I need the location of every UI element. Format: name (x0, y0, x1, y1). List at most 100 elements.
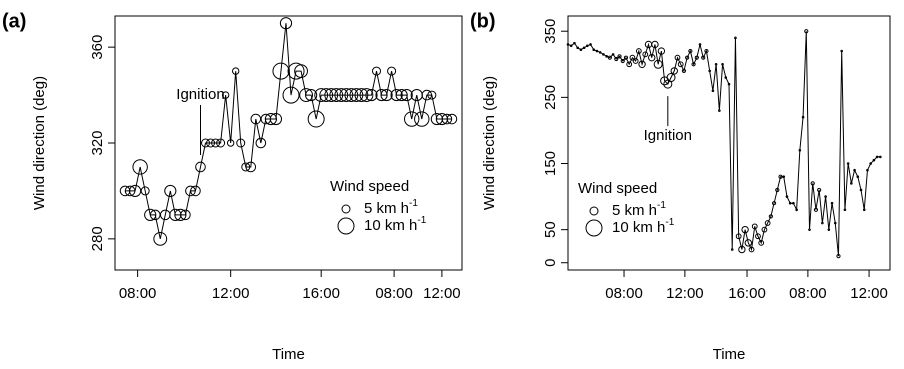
wind-bubble (614, 56, 619, 62)
wind-bubble (294, 64, 308, 79)
wind-bubble (144, 208, 157, 221)
wind-bubble (586, 44, 589, 48)
wind-bubble (735, 233, 742, 240)
wind-bubble (282, 86, 300, 104)
legend-sup: -1 (657, 200, 666, 211)
wind-bubble (602, 53, 605, 56)
wind-bubble (620, 58, 625, 64)
y-tick-label: 50 (542, 221, 559, 238)
x-tick-label: 08:00 (605, 285, 643, 302)
wind-bubble (674, 54, 681, 61)
x-tick-label: 08:00 (119, 285, 157, 302)
y-tick-label: 250 (542, 85, 559, 110)
wind-bubble (579, 48, 583, 52)
wind-bubble (372, 66, 382, 76)
legend-label: 5 km h-1 (612, 200, 666, 219)
y-tick-label: 0 (542, 259, 559, 267)
x-tick-label: 12:00 (850, 285, 888, 302)
wind-bubble (216, 138, 226, 148)
wind-bubble (808, 228, 811, 231)
wind-bubble (846, 162, 850, 165)
wind-bubble (582, 46, 586, 50)
wind-bubble (782, 175, 786, 179)
wind-bubble (576, 46, 579, 50)
wind-bubble (344, 88, 359, 102)
plot-frame (567, 15, 891, 271)
panel-label: (b) (470, 10, 496, 32)
wind-bubble (792, 201, 795, 205)
wind-bubble (349, 88, 364, 102)
wind-bubble (390, 88, 403, 102)
wind-bubble (605, 55, 608, 58)
legend-label: 10 km h-1 (612, 217, 675, 236)
wind-bubble (758, 239, 765, 246)
wind-bubble (694, 55, 699, 60)
wind-bubble (314, 88, 329, 102)
wind-bubble (810, 181, 815, 186)
wind-bubble (755, 233, 761, 240)
wind-bubble (785, 195, 789, 198)
wind-bubble (670, 67, 678, 75)
wind-bubble (804, 29, 809, 34)
x-tick-label: 08:00 (789, 285, 827, 302)
wind-bubble (339, 88, 354, 102)
wind-bubble (359, 88, 374, 102)
wind-bubble (324, 88, 339, 102)
wind-bubble (632, 58, 639, 64)
legend-label: 5 km h-1 (364, 198, 418, 217)
y-tick-label: 280 (89, 226, 106, 251)
wind-bubble (850, 182, 853, 185)
legend-symbol (337, 217, 355, 235)
wind-bubble (714, 62, 718, 66)
wind-bubble (738, 245, 746, 254)
wind-bubble (329, 88, 344, 102)
wind-bubble (592, 48, 596, 52)
wind-bubble (400, 88, 413, 102)
wind-bubble (653, 59, 663, 69)
x-axis-title: Time (272, 346, 305, 363)
legend-symbol (589, 206, 599, 216)
wind-bubble (190, 185, 201, 197)
legend-label: 10 km h-1 (364, 215, 427, 234)
wind-bubble (589, 43, 592, 46)
wind-bubble (853, 168, 856, 172)
wind-bubble (231, 67, 240, 75)
wind-bubble (824, 195, 827, 198)
wind-bubble (140, 186, 150, 196)
wind-bubble (879, 155, 882, 159)
wind-bubble (236, 138, 246, 148)
wind-bubble (666, 73, 676, 83)
y-tick-label: 360 (89, 35, 106, 60)
wind-bubble (611, 53, 615, 56)
wind-bubble (830, 201, 834, 205)
wind-bubble (801, 115, 805, 119)
wind-bubble (414, 111, 430, 127)
wind-bubble (648, 53, 656, 62)
annotation: Ignition (644, 127, 692, 144)
wind-bubble (595, 49, 599, 53)
x-tick-label: 16:00 (302, 285, 340, 302)
wind-bubble (751, 223, 758, 230)
wind-bubble (164, 184, 177, 198)
wind-bubble (626, 61, 633, 68)
legend-sup: -1 (665, 217, 674, 228)
annotation: Ignition (176, 86, 224, 103)
wind-bubble (617, 54, 622, 59)
y-axis-title: Wind direction (deg) (481, 76, 498, 210)
wind-bubble (817, 187, 822, 193)
wind-bubble (566, 43, 570, 46)
wind-bubble (836, 254, 841, 259)
wind-bubble (862, 208, 866, 212)
wind-bubble (798, 148, 802, 152)
wind-bubble (334, 88, 349, 102)
legend-sup: -1 (417, 215, 426, 226)
x-axis-title: Time (713, 346, 746, 363)
wind-bubble (734, 36, 737, 40)
y-axis-title: Wind direction (deg) (31, 76, 48, 210)
wind-bubble (245, 161, 257, 173)
y-tick-label: 350 (542, 19, 559, 44)
wind-bubble (778, 174, 783, 179)
legend-text: 5 km h (364, 200, 409, 217)
wind-bubble (211, 138, 221, 148)
